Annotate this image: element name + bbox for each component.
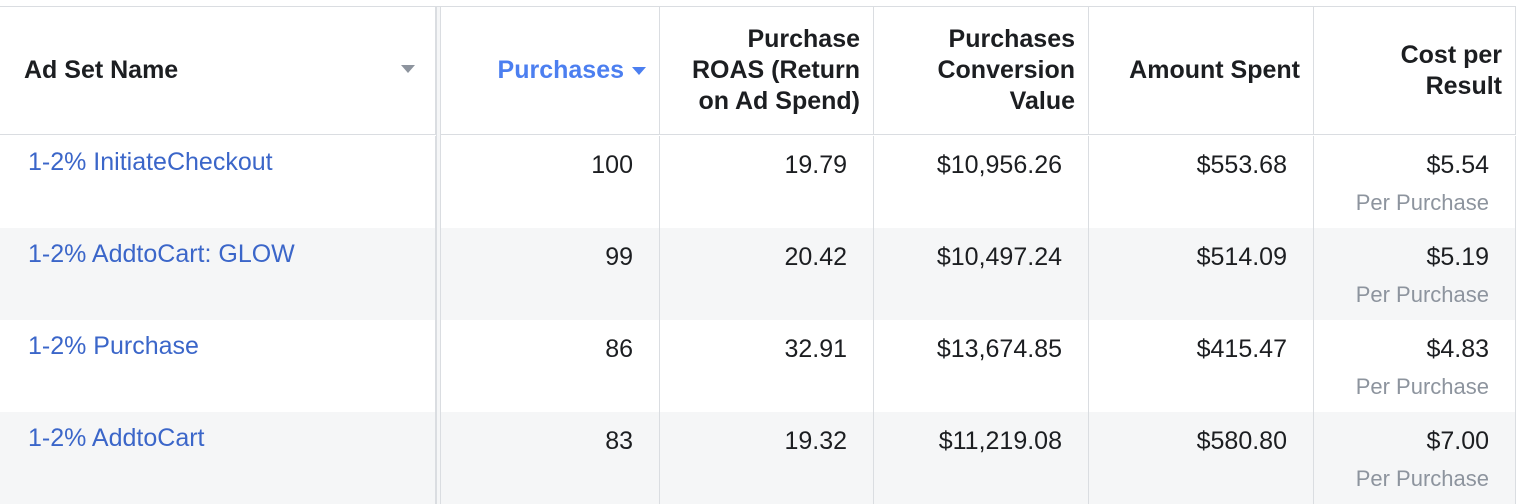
cost-value: $5.54 [1426,151,1489,179]
cell-cost-per-result: $4.83 Per Purchase [1314,320,1516,412]
cell-amount-spent: $514.09 [1089,228,1314,320]
column-header-label: Ad Set Name [24,56,179,84]
table-header: Ad Set Name Purchases Purchase ROAS (Ret… [0,7,1516,135]
cost-value: $4.83 [1426,335,1489,363]
cell-purchases: 83 [441,412,660,504]
table-row: 1-2% AddtoCart: GLOW 99 20.42 $10,497.24… [0,228,1516,320]
cell-ad-set-name: 1-2% Purchase [0,320,436,412]
column-header-ad-set-name[interactable]: Ad Set Name [0,7,436,134]
column-header-conversion-value[interactable]: Purchases Conversion Value [874,7,1089,134]
cell-ad-set-name: 1-2% AddtoCart: GLOW [0,228,436,320]
cost-value: $5.19 [1426,243,1489,271]
column-header-label: Purchase ROAS (Return on Ad Spend) [691,25,860,115]
cell-roas: 20.42 [660,228,874,320]
cell-roas: 19.79 [660,136,874,228]
cell-conversion-value: $11,219.08 [874,412,1089,504]
ad-set-link[interactable]: 1-2% AddtoCart [28,424,205,452]
sort-descending-icon[interactable] [632,66,646,75]
cell-ad-set-name: 1-2% InitiateCheckout [0,136,436,228]
column-header-label: Purchases Conversion Value [937,25,1075,115]
cell-roas: 32.91 [660,320,874,412]
cell-purchases: 99 [441,228,660,320]
cost-label: Per Purchase [1355,282,1489,307]
column-header-label: Amount Spent [1129,56,1300,84]
cell-purchases: 100 [441,136,660,228]
cell-conversion-value: $10,497.24 [874,228,1089,320]
chevron-down-icon[interactable] [401,65,415,73]
cell-roas: 19.32 [660,412,874,504]
ad-set-link[interactable]: 1-2% InitiateCheckout [28,148,273,176]
cost-label: Per Purchase [1355,374,1489,399]
cost-label: Per Purchase [1355,466,1489,491]
column-header-label: Cost per Result [1400,40,1502,100]
table-row: 1-2% InitiateCheckout 100 19.79 $10,956.… [0,136,1516,228]
cell-cost-per-result: $7.00 Per Purchase [1314,412,1516,504]
cell-ad-set-name: 1-2% AddtoCart [0,412,436,504]
column-header-amount-spent[interactable]: Amount Spent [1089,7,1314,134]
cell-conversion-value: $10,956.26 [874,136,1089,228]
cost-label: Per Purchase [1355,190,1489,215]
column-header-purchase-roas[interactable]: Purchase ROAS (Return on Ad Spend) [660,7,874,134]
column-header-purchases[interactable]: Purchases [441,7,660,134]
ad-set-link[interactable]: 1-2% Purchase [28,332,199,360]
cell-amount-spent: $415.47 [1089,320,1314,412]
cost-value: $7.00 [1426,427,1489,455]
frozen-column-divider[interactable] [436,7,441,504]
cell-conversion-value: $13,674.85 [874,320,1089,412]
cell-cost-per-result: $5.19 Per Purchase [1314,228,1516,320]
cell-amount-spent: $580.80 [1089,412,1314,504]
table-row: 1-2% AddtoCart 83 19.32 $11,219.08 $580.… [0,412,1516,504]
cell-amount-spent: $553.68 [1089,136,1314,228]
column-header-cost-per-result[interactable]: Cost per Result [1314,7,1516,134]
cell-purchases: 86 [441,320,660,412]
ad-set-link[interactable]: 1-2% AddtoCart: GLOW [28,240,295,268]
cell-cost-per-result: $5.54 Per Purchase [1314,136,1516,228]
table-row: 1-2% Purchase 86 32.91 $13,674.85 $415.4… [0,320,1516,412]
column-header-label: Purchases [497,56,624,84]
